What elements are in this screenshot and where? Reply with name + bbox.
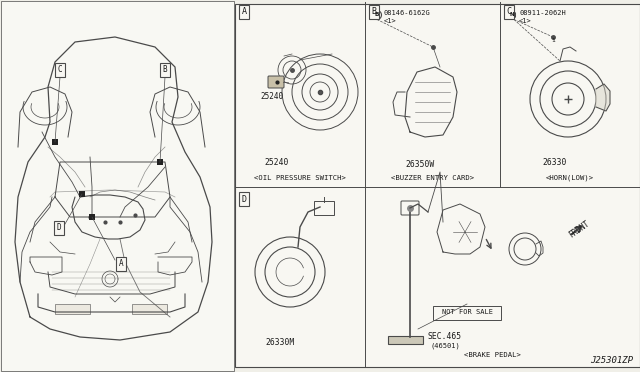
Text: FRONT: FRONT	[567, 219, 591, 239]
Text: D: D	[57, 224, 61, 232]
Bar	[325, 61, 381, 138]
Text: <HORN(LOW)>: <HORN(LOW)>	[546, 174, 594, 181]
Text: 08911-2062H: 08911-2062H	[519, 10, 566, 16]
Text: N: N	[509, 13, 515, 17]
Text: B: B	[371, 7, 376, 16]
Text: <1>: <1>	[384, 18, 397, 24]
Text: C: C	[58, 65, 62, 74]
Text: C: C	[506, 7, 511, 16]
Text: B: B	[375, 13, 379, 17]
Bar	[433, 306, 501, 320]
Bar	[388, 336, 423, 344]
Bar	[132, 304, 167, 314]
Text: A: A	[241, 7, 246, 16]
Text: 25240: 25240	[265, 158, 289, 167]
FancyBboxPatch shape	[401, 201, 419, 215]
Text: <BRAKE PEDAL>: <BRAKE PEDAL>	[464, 352, 521, 358]
Text: 08146-6162G: 08146-6162G	[384, 10, 431, 16]
Text: B: B	[163, 65, 167, 74]
Text: <1>: <1>	[519, 18, 532, 24]
Text: (46501): (46501)	[430, 343, 460, 349]
Polygon shape	[596, 84, 610, 111]
Bar	[1, 1, 234, 371]
Text: A: A	[118, 260, 124, 269]
Text: 26330: 26330	[543, 158, 567, 167]
Text: 25240: 25240	[260, 92, 284, 101]
Bar	[55, 304, 90, 314]
FancyBboxPatch shape	[268, 76, 284, 88]
Text: J25301ZP: J25301ZP	[590, 356, 633, 365]
Text: <OIL PRESSURE SWITCH>: <OIL PRESSURE SWITCH>	[254, 175, 346, 181]
Text: NOT FOR SALE: NOT FOR SALE	[442, 309, 493, 315]
Text: D: D	[241, 195, 246, 203]
FancyBboxPatch shape	[314, 201, 334, 215]
Text: SEC.465: SEC.465	[428, 332, 462, 341]
Text: 26350W: 26350W	[405, 160, 435, 169]
Bar	[235, 4, 640, 367]
Text: 26330M: 26330M	[266, 338, 294, 347]
Text: <BUZZER ENTRY CARD>: <BUZZER ENTRY CARD>	[391, 175, 474, 181]
Text: 1: 1	[551, 38, 555, 42]
